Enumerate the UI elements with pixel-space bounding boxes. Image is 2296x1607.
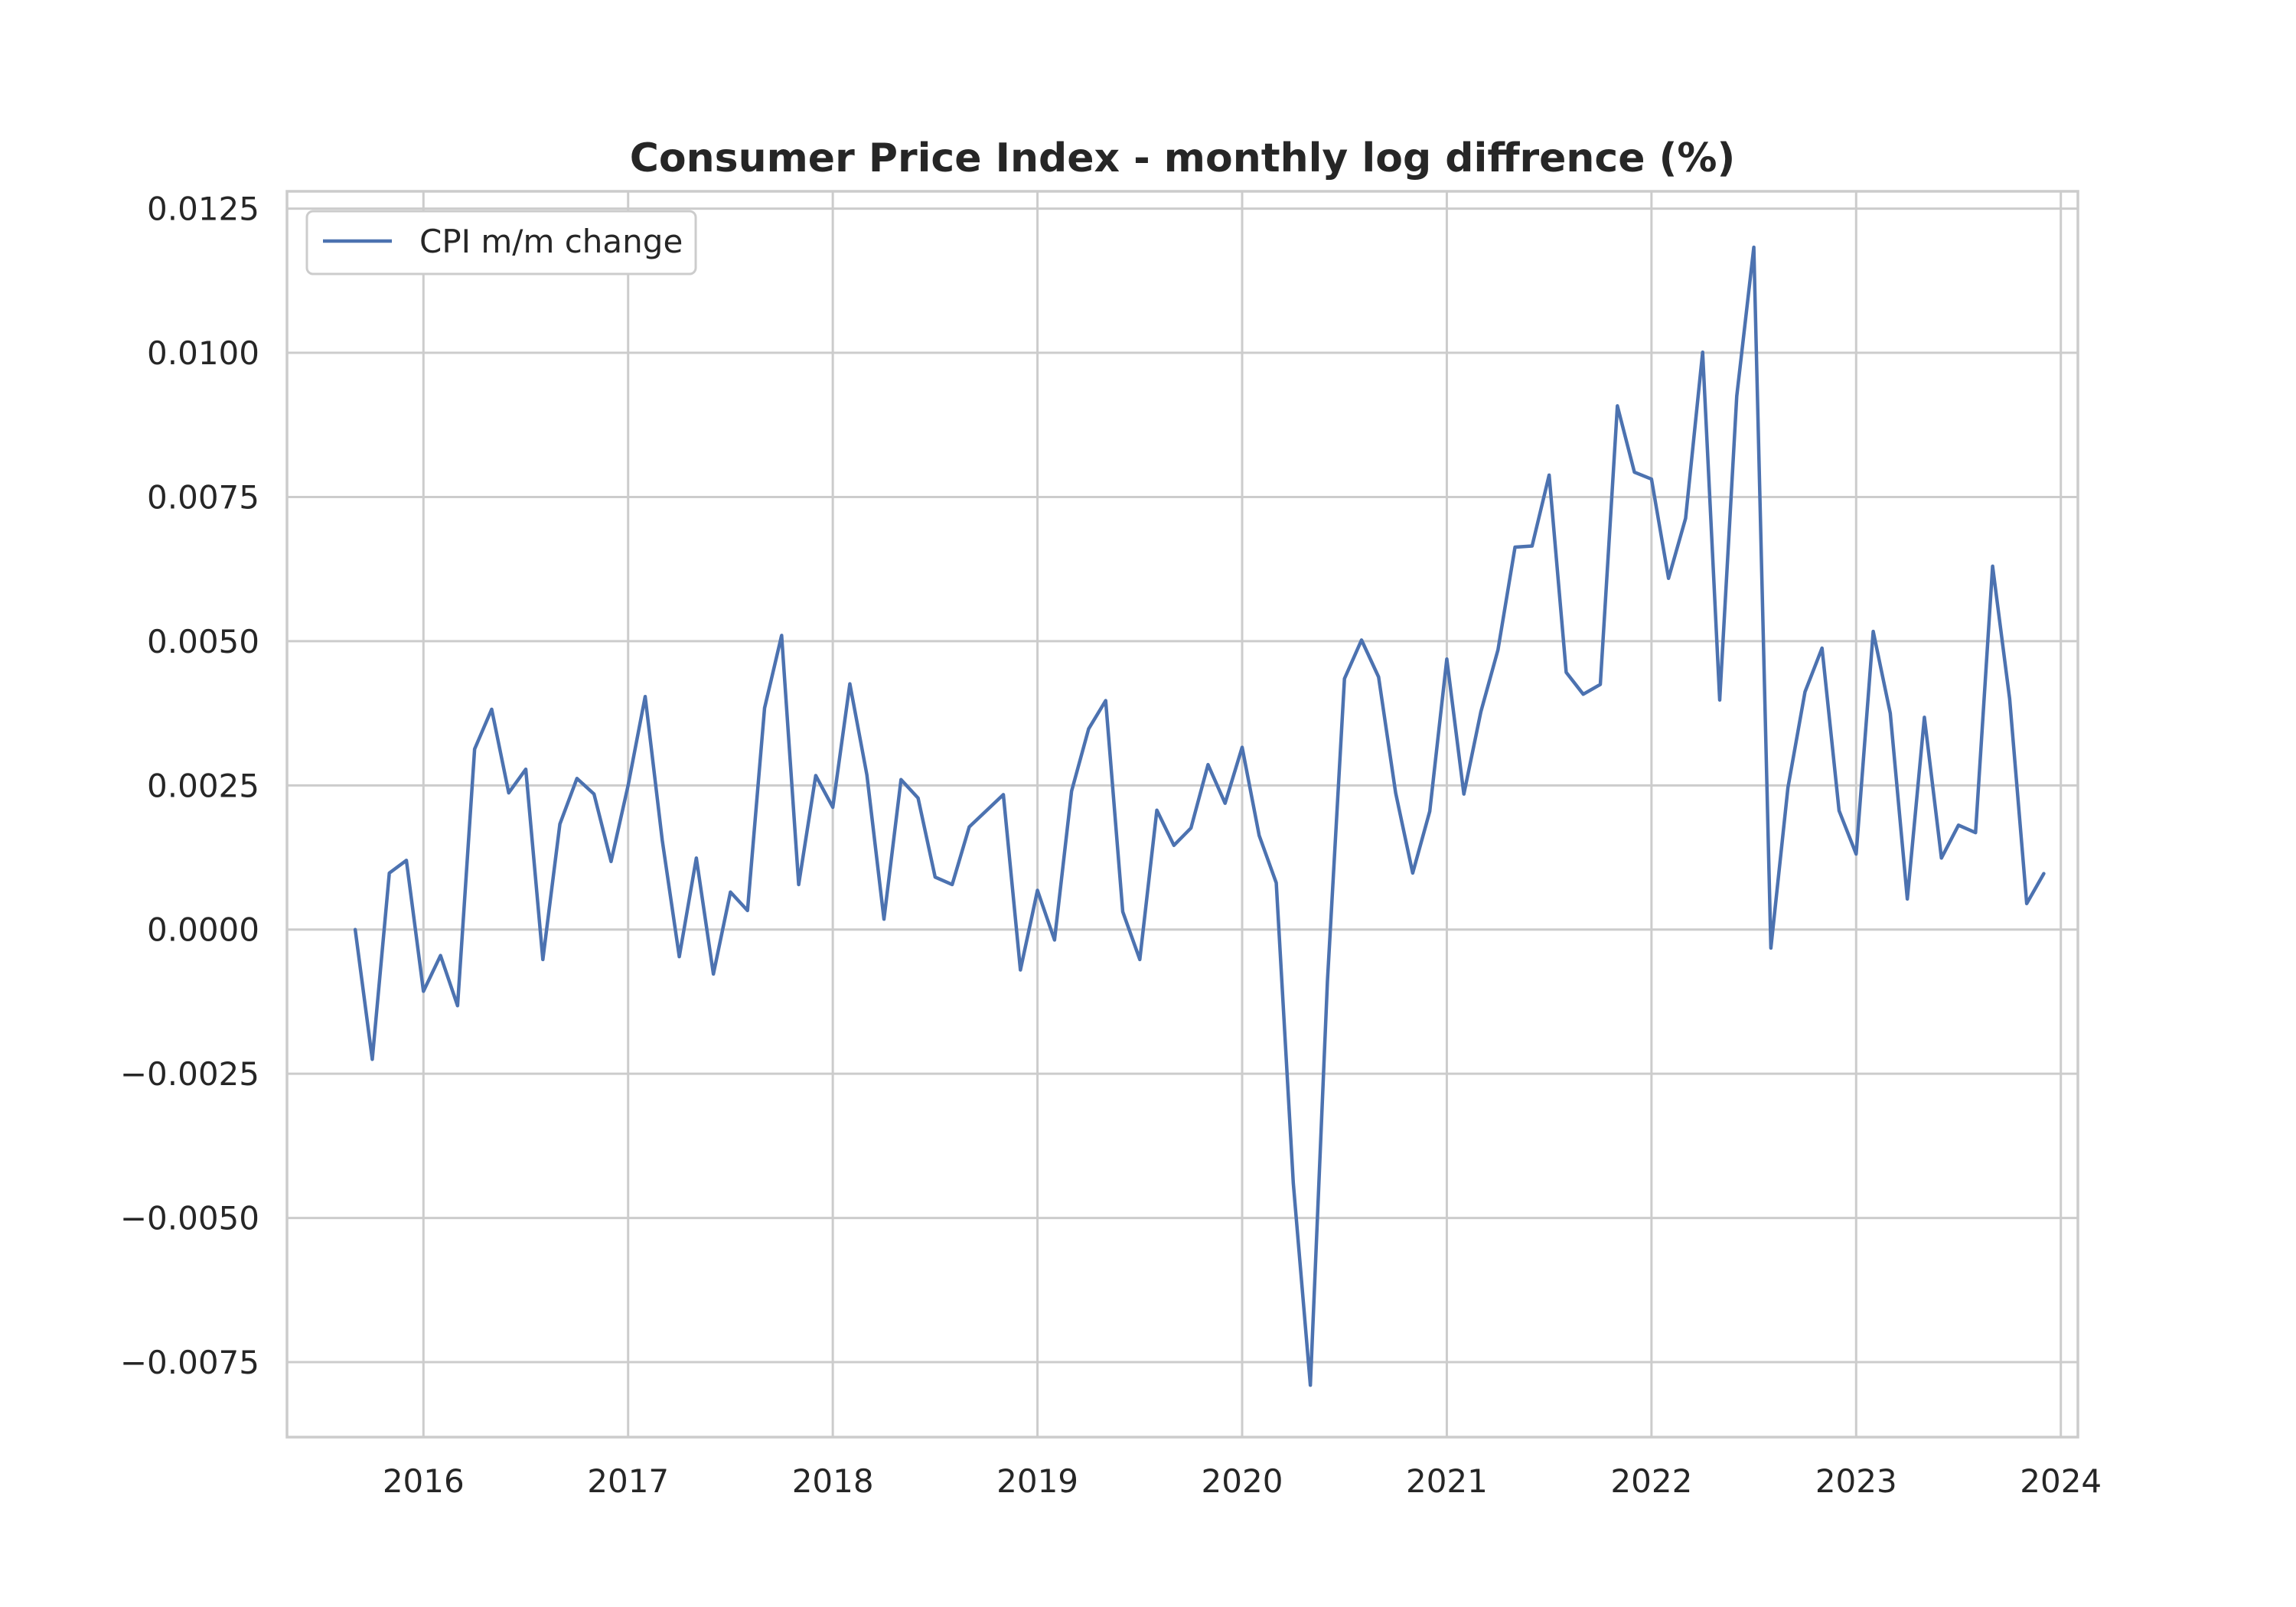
series-line	[353, 245, 2046, 1387]
y-axis-ticks: 0.0125 0.0100 0.0075 0.0050 0.0025 0.0000 −0.0…	[120, 191, 259, 1381]
y-tick-label: −0.0075	[120, 1344, 259, 1381]
series-layer	[353, 245, 2046, 1387]
y-tick-label: 0.0050	[147, 623, 259, 660]
x-tick-label: 2024	[2020, 1462, 2102, 1500]
x-tick-label: 2023	[1815, 1462, 1897, 1500]
y-tick-label: 0.0025	[147, 767, 259, 804]
x-tick-label: 2022	[1610, 1462, 1692, 1500]
x-axis-ticks: 2016 2017 2018 2019 2020 2021 2022 2023 2024	[383, 1462, 2102, 1500]
y-tick-label: 0.0125	[147, 191, 259, 228]
x-tick-label: 2017	[587, 1462, 669, 1500]
y-tick-label: 0.0100	[147, 334, 259, 372]
y-tick-label: 0.0075	[147, 478, 259, 516]
y-tick-label: 0.0000	[147, 911, 259, 949]
legend: CPI m/m change	[305, 210, 697, 275]
y-tick-label: −0.0025	[120, 1055, 259, 1093]
y-tick-label: −0.0050	[120, 1200, 259, 1237]
x-tick-label: 2016	[383, 1462, 465, 1500]
grid	[287, 191, 2078, 1437]
plot-frame	[285, 190, 2079, 1439]
x-tick-label: 2021	[1406, 1462, 1488, 1500]
chart-title: Consumer Price Index - monthly log diffr…	[630, 135, 1735, 181]
x-tick-label: 2019	[996, 1462, 1078, 1500]
legend-label: CPI m/m change	[419, 223, 683, 260]
legend-box	[305, 210, 697, 275]
x-tick-label: 2018	[792, 1462, 874, 1500]
x-tick-label: 2020	[1202, 1462, 1283, 1500]
